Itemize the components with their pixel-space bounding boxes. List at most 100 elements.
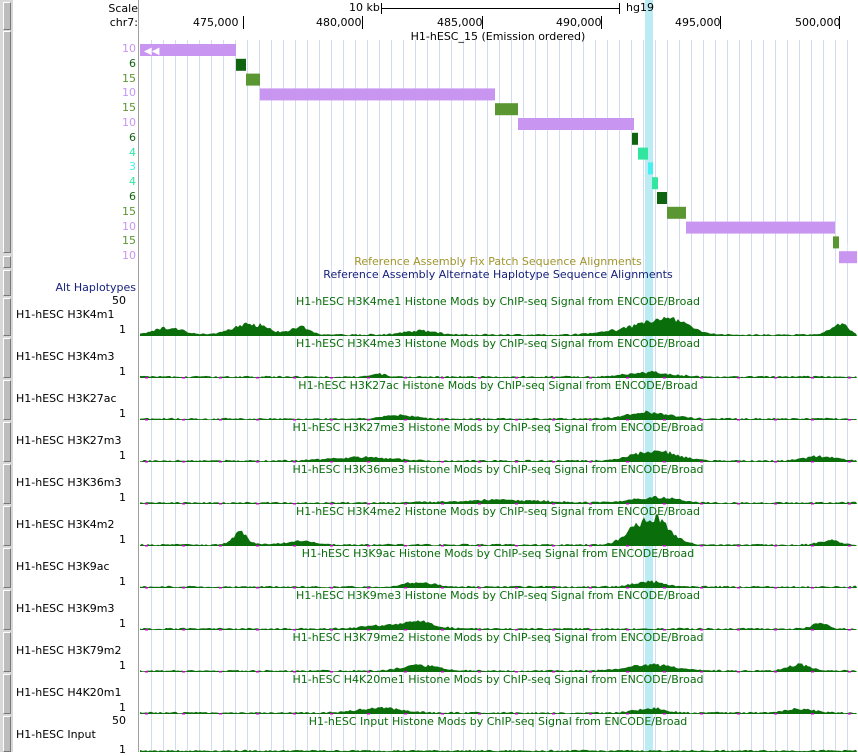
below-min-marker [626,713,629,715]
below-min-marker [256,503,259,505]
hmm-state-label: 10 [122,249,136,263]
signal-graph [140,370,857,379]
below-min-marker [774,545,777,547]
signal-h3k27ac-button[interactable] [3,380,11,420]
below-min-marker [663,629,666,631]
below-min-marker [848,629,851,631]
below-min-marker [145,713,148,715]
below-min-marker [367,671,370,673]
hmm-track-button[interactable] [3,31,11,253]
signal-h3k36m3-button[interactable] [3,464,11,504]
track-label-h3k27m3[interactable]: H1-hESC H3K27m3 [16,434,122,447]
signal-area [140,749,857,752]
below-min-marker [811,419,814,421]
below-min-marker [626,461,629,463]
grid-lines [151,40,848,752]
signal-h3k9ac-button[interactable] [3,548,11,588]
track-title-h3k4me3: H1-hESC H3K4me3 Histone Mods by ChIP-seq… [295,337,701,350]
below-min-marker [219,629,222,631]
alt-haplotype-button[interactable] [3,270,11,296]
scale-max-h3k4m1: 50 [112,294,126,307]
hmm-state-label: 6 [129,190,136,203]
signal-h3k79m2-button[interactable] [3,632,11,672]
below-min-marker [404,545,407,547]
below-min-marker [811,545,814,547]
below-min-marker [811,629,814,631]
track-title-h4k20me1: H1-hESC H4K20me1 Histone Mods by ChIP-se… [292,673,704,686]
track-label-h3k79m2[interactable]: H1-hESC H3K79m2 [16,644,122,657]
below-min-marker [293,461,296,463]
below-min-marker [626,545,629,547]
below-min-marker [256,461,259,463]
below-min-marker [145,545,148,547]
hmm-state-segment [140,44,236,56]
below-min-marker [478,587,481,589]
track-label-h3k4m2[interactable]: H1-hESC H3K4m2 [16,518,115,531]
below-min-marker [811,461,814,463]
patch-track-button[interactable] [3,256,11,268]
below-min-marker [256,671,259,673]
below-min-marker [515,545,518,547]
track-label-h3k9m3[interactable]: H1-hESC H3K9m3 [16,602,115,615]
track-label-h3k36m3[interactable]: H1-hESC H3K36m3 [16,476,122,489]
below-min-marker [219,377,222,379]
hmm-state-label: 4 [129,175,136,189]
label-divider [138,0,139,752]
signal-area [140,706,857,714]
tick-495000: 495,000 [675,16,721,29]
track-label-input[interactable]: H1-hESC Input [16,728,96,741]
below-min-marker [330,419,333,421]
track-label-h3k4m3[interactable]: H1-hESC H3K4m3 [16,350,115,363]
below-min-marker [774,713,777,715]
signal-graph [140,749,857,752]
below-min-marker [293,587,296,589]
below-min-marker [441,671,444,673]
below-min-marker [737,587,740,589]
signal-h3k9m3-button[interactable] [3,590,11,630]
below-min-marker [774,377,777,379]
track-label-h4k20m1[interactable]: H1-hESC H4K20m1 [16,686,122,699]
ruler-track-button[interactable] [3,2,11,30]
below-min-marker [441,461,444,463]
signal-area [140,620,857,630]
track-label-h3k4m1[interactable]: H1-hESC H3K4m1 [16,308,115,321]
hmm-state-label: 6 [129,130,136,144]
below-min-marker [330,545,333,547]
below-min-marker [145,419,148,421]
below-min-marker [404,671,407,673]
signal-area [140,580,857,588]
below-min-marker [515,713,518,715]
signal-h3k4m2-button[interactable] [3,506,11,546]
signal-h4k20m1-button[interactable] [3,674,11,714]
signal-h3k4m3-button[interactable] [3,338,11,378]
below-min-marker [774,419,777,421]
below-min-marker [589,629,592,631]
scale-min-h3k4m3: 1 [119,365,126,378]
signal-h3k4m1-button[interactable] [3,298,11,336]
below-min-marker [293,671,296,673]
below-min-marker [182,545,185,547]
below-min-marker [367,377,370,379]
tick-475000: 475,000 [193,16,239,29]
hmm-state-label: 10 [122,42,136,55]
signal-graph [140,410,857,421]
track-label-h3k9ac[interactable]: H1-hESC H3K9ac [16,560,110,573]
track-label-h3k27ac[interactable]: H1-hESC H3K27ac [16,392,117,405]
below-min-marker [145,629,148,631]
below-min-marker [848,587,851,589]
signal-graph [140,580,857,589]
below-min-marker [293,377,296,379]
below-min-marker [515,629,518,631]
scale-min-h4k20m1: 1 [119,701,126,714]
below-min-marker [700,671,703,673]
tick-500000: 500,000 [795,16,841,29]
hmm-state-label: 4 [129,145,136,159]
signal-h3k27m3-button[interactable] [3,422,11,462]
below-min-marker [737,503,740,505]
below-min-marker [663,377,666,379]
signal-area [140,410,857,420]
below-min-marker [626,629,629,631]
below-min-marker [256,629,259,631]
below-min-marker [663,587,666,589]
